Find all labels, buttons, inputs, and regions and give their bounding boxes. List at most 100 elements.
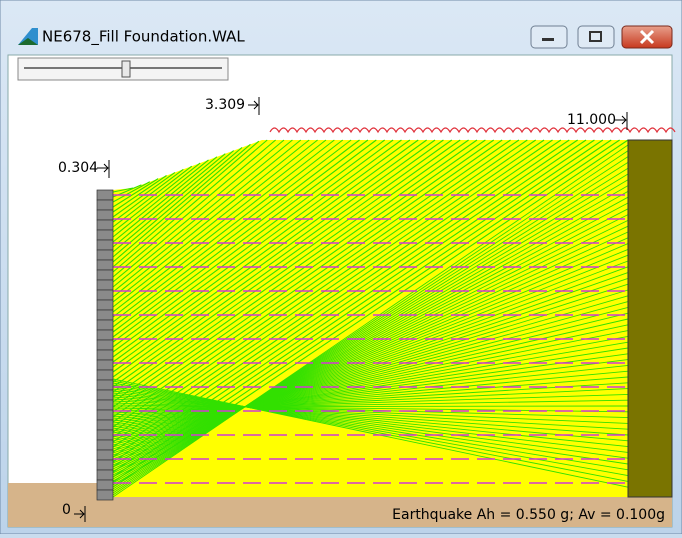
facing-block [96, 289, 114, 301]
slip-line [112, 283, 629, 450]
facing-block [96, 269, 114, 281]
dimension-length: 11.000 [567, 112, 628, 130]
slip-line [112, 330, 629, 434]
slip-line [112, 139, 327, 308]
slip-line [112, 237, 629, 466]
slip-line [112, 295, 629, 446]
slip-line [112, 402, 629, 419]
slip-line [112, 143, 251, 263]
slip-line [112, 139, 335, 313]
slip-line [112, 150, 629, 496]
slip-line [112, 139, 369, 333]
slip-line [112, 139, 276, 278]
slip-line [112, 139, 578, 458]
slip-line [112, 178, 159, 208]
slip-line [112, 139, 587, 463]
slip-line [112, 335, 629, 432]
slip-line [112, 156, 218, 243]
slip-line [112, 139, 427, 368]
slip-line [112, 386, 629, 465]
slip-line [112, 139, 629, 488]
facing-block [96, 409, 114, 421]
slip-line [112, 231, 629, 468]
slip-line [112, 150, 235, 253]
app-icon [18, 28, 38, 45]
slip-line [112, 144, 629, 498]
facing-block [96, 359, 114, 371]
slip-line [112, 384, 629, 471]
facing-block [96, 459, 114, 471]
close-button[interactable] [621, 25, 673, 49]
slip-line [112, 378, 629, 488]
slip-line [112, 324, 629, 436]
slip-line [112, 139, 612, 478]
slip-line [112, 392, 629, 448]
facing-block [96, 189, 114, 201]
slip-line [112, 139, 453, 383]
slip-line [112, 185, 629, 484]
slip-line [112, 382, 629, 477]
facing-block [96, 419, 114, 431]
slip-line [112, 139, 377, 338]
slip-line [112, 139, 528, 428]
slip-line [112, 139, 461, 388]
slip-line [112, 139, 402, 353]
slip-line [112, 175, 167, 213]
slip-line [112, 289, 629, 448]
slip-line [112, 165, 193, 228]
facing-block [96, 309, 114, 321]
slip-line [112, 380, 629, 482]
facing-block [96, 489, 114, 501]
maximize-button[interactable] [577, 25, 615, 49]
slip-line [112, 277, 629, 452]
retained-soil [627, 139, 673, 498]
facing-block [96, 389, 114, 401]
slip-line [112, 214, 629, 474]
slip-line [112, 140, 260, 268]
slip-line [112, 139, 268, 273]
dimension-label: 0.304 [58, 160, 98, 176]
slip-line [112, 202, 629, 478]
slip-line [112, 139, 444, 378]
dimension-label: 11.000 [567, 112, 616, 128]
slip-line [112, 139, 360, 328]
slip-line [112, 139, 511, 418]
dimension-label: 0 [62, 502, 71, 518]
minimize-button[interactable] [530, 25, 568, 49]
zoom-slider[interactable] [17, 57, 229, 81]
slip-line [112, 382, 629, 416]
slip-line [112, 394, 629, 442]
facing-block [96, 259, 114, 271]
facing-block [96, 379, 114, 391]
slip-line [112, 196, 629, 480]
slip-line [112, 139, 537, 433]
slip-line [112, 405, 629, 408]
facing-block [96, 449, 114, 461]
slip-line [112, 139, 344, 318]
wall-facing [96, 189, 114, 501]
slip-line [112, 187, 134, 193]
slip-line [112, 139, 310, 298]
slip-line [112, 181, 151, 203]
slip-line [112, 153, 226, 248]
slip-line [112, 179, 629, 486]
facing-block [96, 369, 114, 381]
slip-line [112, 139, 478, 398]
window-title: NE678_Fill Foundation.WAL [42, 28, 245, 47]
slip-line [112, 139, 318, 303]
dimension-wall-top: 0.304 [58, 160, 110, 178]
slip-surfaces [112, 139, 629, 498]
slip-line [112, 139, 411, 358]
facing-block [96, 399, 114, 411]
slip-line [112, 272, 629, 454]
facing-block [96, 469, 114, 481]
slip-line [112, 139, 486, 403]
slip-line [112, 139, 419, 363]
slip-line [112, 243, 629, 464]
facing-block [96, 209, 114, 221]
surcharge-load [269, 127, 676, 134]
slip-line [112, 341, 629, 430]
slip-line [112, 254, 629, 460]
facing-block [96, 249, 114, 261]
